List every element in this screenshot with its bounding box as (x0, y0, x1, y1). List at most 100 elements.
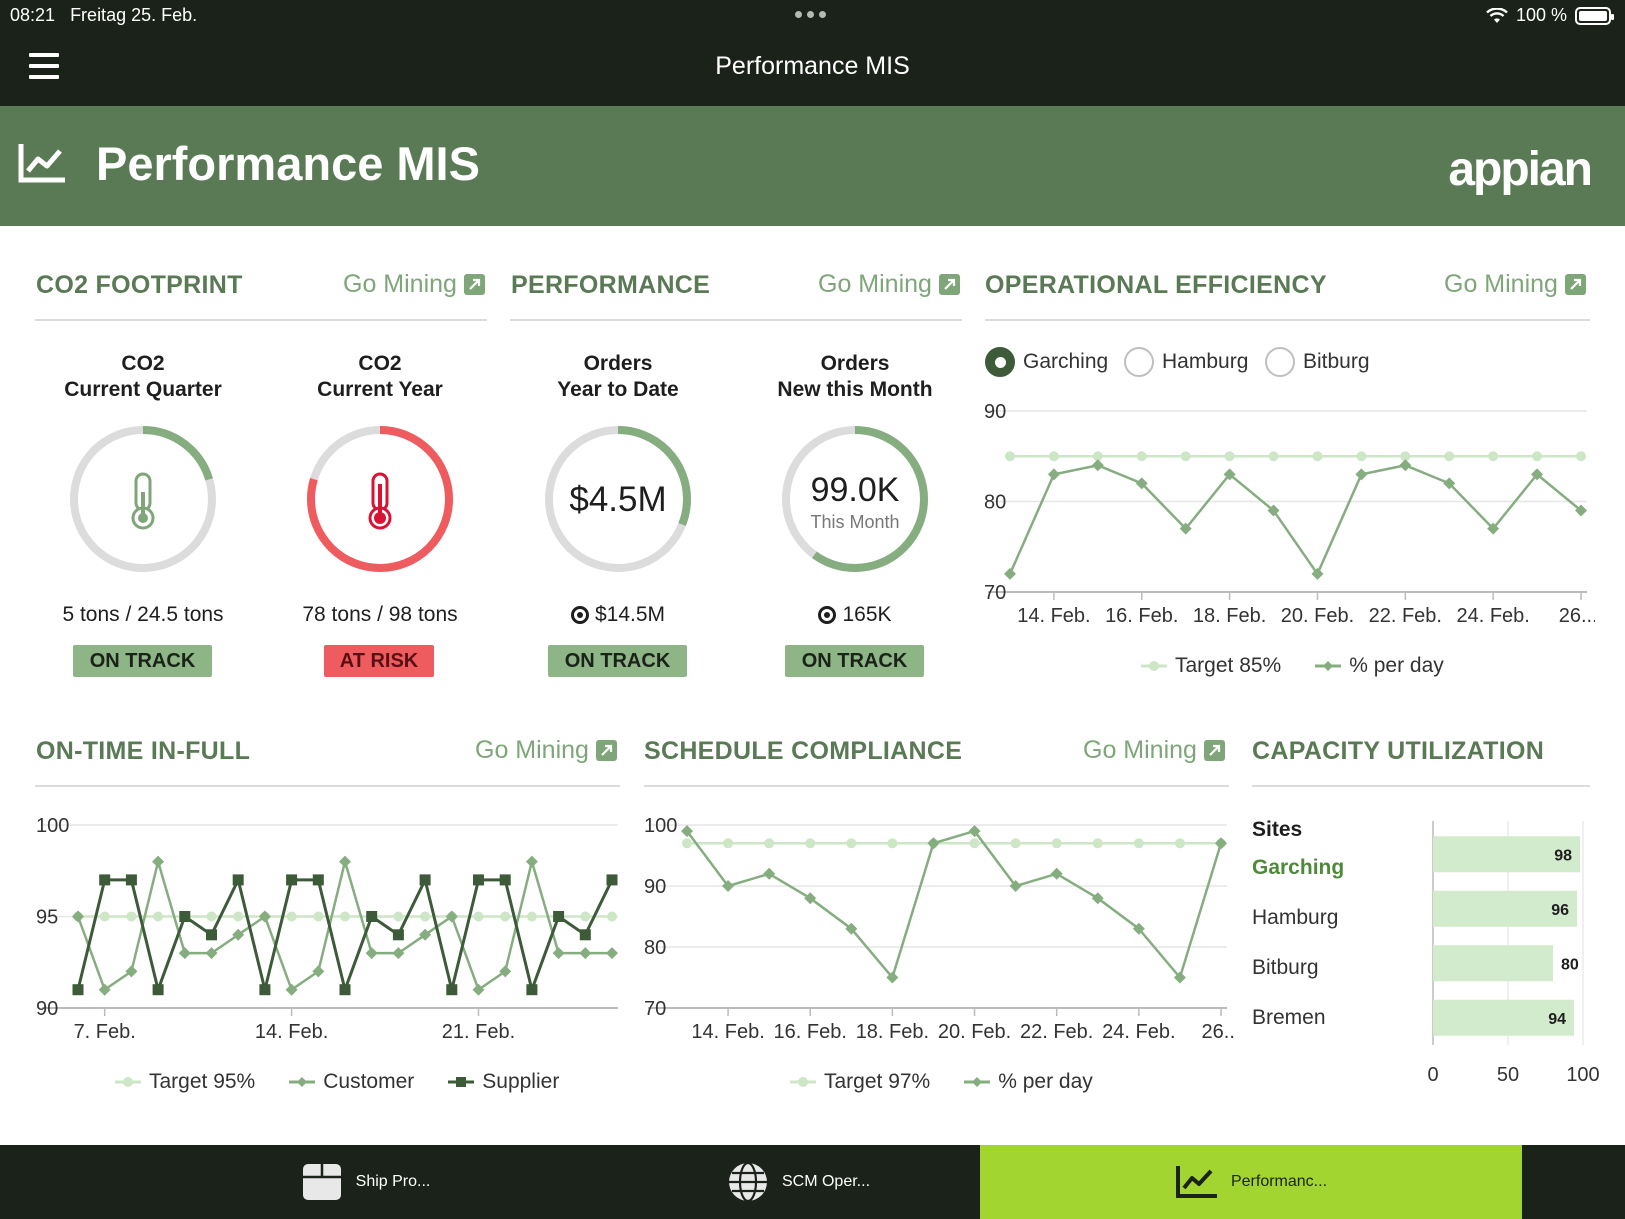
data-point (286, 911, 297, 922)
data-point (1091, 892, 1104, 905)
site-radio-hamburg[interactable]: Hamburg (1124, 347, 1248, 377)
bar (1433, 999, 1574, 1036)
op-eff-go-mining-link[interactable]: Go Mining (1444, 270, 1586, 299)
y-tick-label: 70 (984, 582, 1006, 604)
multitask-dots-icon[interactable] (795, 11, 826, 18)
orders-ytd-gauge: $4.5M (545, 426, 691, 572)
series-line (76, 856, 612, 992)
data-point (499, 874, 511, 886)
data-point (763, 867, 776, 880)
x-tick-label: 24. Feb. (1456, 605, 1529, 627)
capacity-site-bremen[interactable]: Bremen (1252, 1006, 1326, 1029)
external-link-icon (463, 274, 485, 295)
data-point (499, 965, 512, 978)
radio-icon[interactable] (1265, 347, 1295, 377)
tab-scm-oper[interactable]: SCM Oper... (718, 1145, 878, 1219)
data-point (969, 838, 980, 849)
data-point (1048, 451, 1059, 462)
data-point (1051, 838, 1062, 849)
data-point (99, 911, 110, 922)
data-point (722, 880, 735, 892)
performance-title: PERFORMANCE (511, 271, 711, 299)
data-point (526, 984, 538, 996)
orders-ytd-label: Orders Year to Date (557, 352, 679, 401)
orders-month-gauge: 99.0K This Month (782, 426, 928, 572)
data-point (152, 984, 164, 996)
wifi-icon (1486, 7, 1508, 23)
data-point (1400, 451, 1411, 462)
capacity-site-bitburg[interactable]: Bitburg (1252, 956, 1319, 979)
data-point (1173, 971, 1186, 984)
data-point (1356, 451, 1367, 462)
op-eff-divider (985, 319, 1590, 321)
co2-go-mining-link[interactable]: Go Mining (343, 270, 485, 299)
y-tick-label: 90 (36, 998, 58, 1020)
schedule-title: SCHEDULE COMPLIANCE (644, 737, 963, 765)
site-radio-bitburg[interactable]: Bitburg (1265, 347, 1370, 377)
data-point (312, 965, 325, 978)
data-point (1312, 451, 1323, 462)
y-tick-label: 80 (644, 937, 666, 959)
data-point (339, 855, 351, 868)
orders-ytd-value: $4.5M (569, 480, 666, 519)
data-point (472, 983, 485, 996)
x-tick-label: 16. Feb. (1105, 605, 1178, 627)
data-point (285, 983, 298, 996)
radio-icon[interactable] (1124, 347, 1154, 377)
data-point (764, 838, 775, 849)
otif-divider (35, 785, 620, 787)
bar (1433, 836, 1580, 873)
data-point (153, 911, 164, 922)
capacity-site-garching[interactable]: Garching (1252, 856, 1345, 879)
schedule-go-mining-link[interactable]: Go Mining (1083, 736, 1225, 765)
otif-legend: Target 95% Customer Supplier (115, 1070, 559, 1094)
x-tick-label: 26... (1202, 1021, 1235, 1043)
co2-divider (35, 319, 487, 321)
data-point (473, 911, 484, 922)
co2-year-gauge (307, 426, 453, 572)
co2-title: CO2 FOOTPRINT (36, 271, 243, 299)
op-eff-legend: Target 85% % per day (1141, 654, 1444, 678)
menu-icon[interactable] (29, 53, 59, 79)
chart-line-icon (1175, 1166, 1217, 1198)
data-point (1444, 451, 1455, 462)
tab-performance[interactable]: Performanc... (980, 1145, 1522, 1219)
thermometer-icon (131, 472, 155, 530)
data-point (1311, 567, 1324, 580)
data-point (1531, 468, 1544, 481)
data-point (525, 855, 538, 868)
data-point (312, 874, 324, 886)
co2-quarter-status-badge: ON TRACK (73, 645, 212, 677)
legend-per-day: % per day (1315, 654, 1444, 678)
data-point (1488, 451, 1499, 462)
otif-go-mining-link[interactable]: Go Mining (475, 736, 617, 765)
op-eff-chart: 70 80 90 14. Feb. 16. Feb. 18. Feb. 20. Feb. 22… (984, 401, 1595, 627)
data-point (1136, 451, 1147, 462)
capacity-site-hamburg[interactable]: Hamburg (1252, 906, 1339, 929)
radio-selected-icon[interactable] (985, 347, 1015, 377)
data-point (473, 874, 484, 886)
data-point (1443, 477, 1456, 490)
appian-logo: appian (1448, 143, 1593, 196)
tab-ship-pro[interactable]: Ship Pro... (290, 1145, 440, 1219)
site-radio-garching[interactable]: Garching (985, 347, 1108, 377)
x-tick-label: 22. Feb. (1020, 1021, 1093, 1043)
data-point (393, 911, 404, 922)
data-point (365, 947, 378, 960)
data-point (205, 947, 218, 960)
data-point (1010, 838, 1021, 849)
data-point (339, 984, 351, 996)
y-tick-label: 100 (36, 815, 69, 837)
nav-title: Performance MIS (715, 52, 910, 80)
performance-go-mining-link[interactable]: Go Mining (818, 270, 960, 299)
bar-value-label: 94 (1548, 1011, 1566, 1028)
data-point (804, 892, 817, 905)
data-point (1091, 459, 1104, 472)
performance-divider (510, 319, 962, 321)
data-point (1047, 468, 1060, 481)
x-tick-label: 22. Feb. (1369, 605, 1442, 627)
external-link-icon (595, 740, 617, 761)
orders-month-label: Orders New this Month (777, 352, 933, 401)
data-point (392, 947, 405, 960)
battery-percent: 100 % (1515, 5, 1567, 25)
